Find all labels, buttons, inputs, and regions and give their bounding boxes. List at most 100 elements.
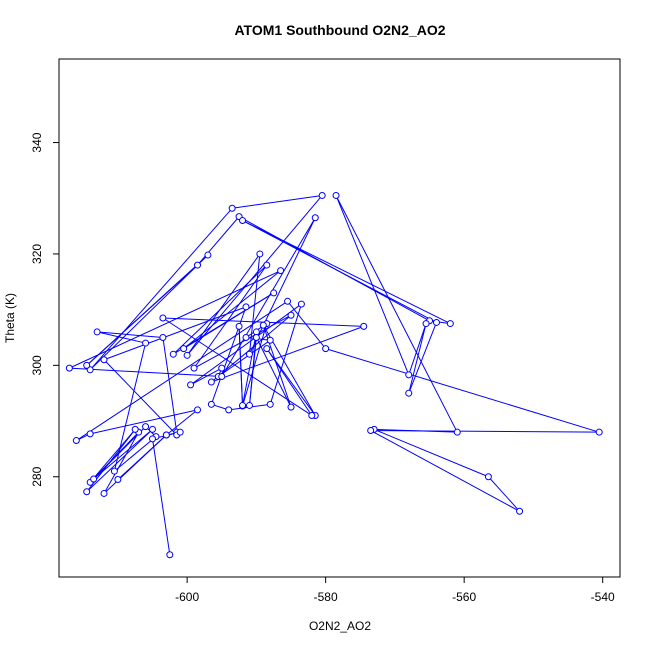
series-line-segment [89,254,209,371]
data-point [166,551,174,559]
series-line-segment [162,337,178,433]
x-tick-label: -600 [175,590,199,604]
data-point [367,427,375,435]
series-line-segment [408,323,427,375]
series-line-segment [190,303,302,386]
series-lines [69,194,600,555]
series-line-segment [249,217,316,355]
series-line-segment [242,220,451,325]
series-line-segment [86,429,153,493]
data-point [218,364,226,372]
data-point [322,345,330,353]
data-point [405,371,413,379]
data-point [207,400,215,408]
data-point [83,488,91,496]
series-line-segment [211,325,364,383]
data-point [266,336,274,344]
data-point [595,428,603,436]
data-point [235,322,243,330]
data-point [169,350,177,358]
data-point [190,364,198,372]
data-point [277,267,285,275]
series-line-segment [69,367,222,377]
data-point [176,428,184,436]
series-line-segment [266,348,313,416]
data-point [218,372,226,380]
data-point [180,345,188,353]
data-point [93,328,101,336]
series-line-segment [335,195,410,376]
data-point [100,356,108,364]
data-point [149,425,156,433]
data-point [225,406,233,414]
series-line-segment [183,270,281,350]
data-point [242,333,250,341]
data-point [65,364,73,372]
data-point [516,507,524,515]
data-point [183,351,191,359]
data-point [149,435,156,443]
data-point [114,476,122,484]
data-point [204,251,212,259]
data-point [360,322,368,330]
series-line-segment [166,409,198,436]
data-point [287,403,295,411]
series-line-segment [97,331,163,338]
data-point [256,250,264,258]
series-line-segment [103,434,167,494]
series-line-segment [221,217,316,377]
y-tick-label: 320 [30,244,44,264]
data-point [100,489,108,497]
data-point [287,311,295,319]
series-line-segment [242,220,437,323]
series-line-segment [488,476,520,512]
data-point [284,297,292,305]
x-tick-label: -580 [314,590,338,604]
series-line-segment [287,300,327,349]
data-point [194,406,202,414]
series-line-segment [370,430,520,512]
series-line-segment [325,348,600,433]
x-axis: -600 -580 -560 -540 [175,577,615,604]
series-line-segment [218,339,271,377]
data-point [245,350,253,358]
data-point [86,430,94,438]
series-line-segment [186,195,323,356]
series-line-segment [76,300,288,441]
data-point [318,191,326,199]
data-point [405,389,413,397]
data-point [239,401,247,409]
data-point [83,361,91,369]
series-line-segment [232,194,323,209]
data-point [453,428,461,436]
data-point [332,191,340,199]
data-point [270,289,278,297]
series-line-segment [93,426,146,480]
series-line-segment [86,264,198,366]
data-point [266,400,274,408]
series-line-segment [89,429,136,483]
series-line-segment [89,207,233,371]
data-point [90,475,98,483]
data-point [446,320,454,328]
y-tick-label: 340 [30,132,44,152]
series-line-segment [197,216,240,266]
data-point [263,261,271,269]
y-axis: 280 300 320 340 [30,132,59,487]
series-line-segment [408,322,437,394]
data-point [207,378,215,386]
data-point [263,345,271,353]
data-point [228,204,236,212]
data-point [432,318,440,326]
series-line-segment [370,430,600,433]
data-point [142,339,150,347]
data-point [110,467,118,475]
series-line-segment [373,428,489,478]
series-line-segment [162,317,313,416]
y-axis-label: Theta (K) [3,293,17,343]
data-point [242,303,250,311]
x-axis-label: O2N2_AO2 [309,619,371,633]
data-point [162,431,170,439]
series-line-segment [248,337,257,406]
